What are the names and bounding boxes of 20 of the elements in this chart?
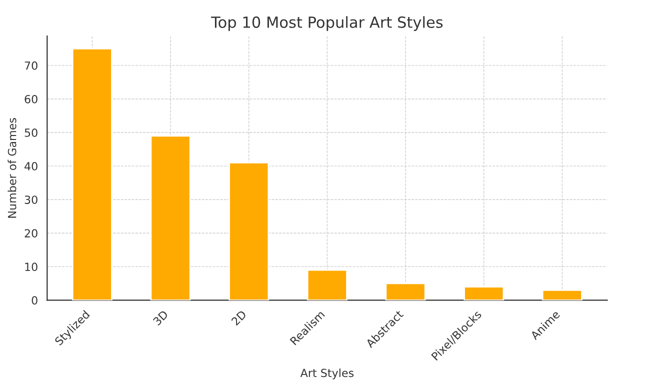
bar — [464, 286, 504, 300]
bar — [542, 289, 582, 300]
bar — [150, 135, 191, 300]
y-tick-label: 10 — [25, 262, 38, 272]
y-tick-label: 0 — [32, 296, 38, 305]
y-tick-label: 40 — [24, 162, 38, 170]
x-tick-label: 2D — [230, 310, 247, 326]
x-axis-title: Art Styles — [300, 368, 354, 380]
bar — [72, 48, 112, 300]
x-tick-label: 3D — [152, 310, 169, 326]
y-tick-label: 30 — [24, 196, 38, 204]
y-tick-label: 50 — [24, 128, 38, 137]
y-tick-label: 70 — [24, 61, 38, 70]
y-tick-label: 20 — [24, 229, 38, 238]
bar — [385, 282, 426, 300]
chart-title: Top 10 Most Popular Art Styles — [211, 16, 443, 31]
bar — [306, 269, 348, 300]
bar — [228, 162, 270, 300]
y-tick-label: 60 — [24, 94, 38, 104]
y-axis-title: Number of Games — [8, 118, 16, 218]
